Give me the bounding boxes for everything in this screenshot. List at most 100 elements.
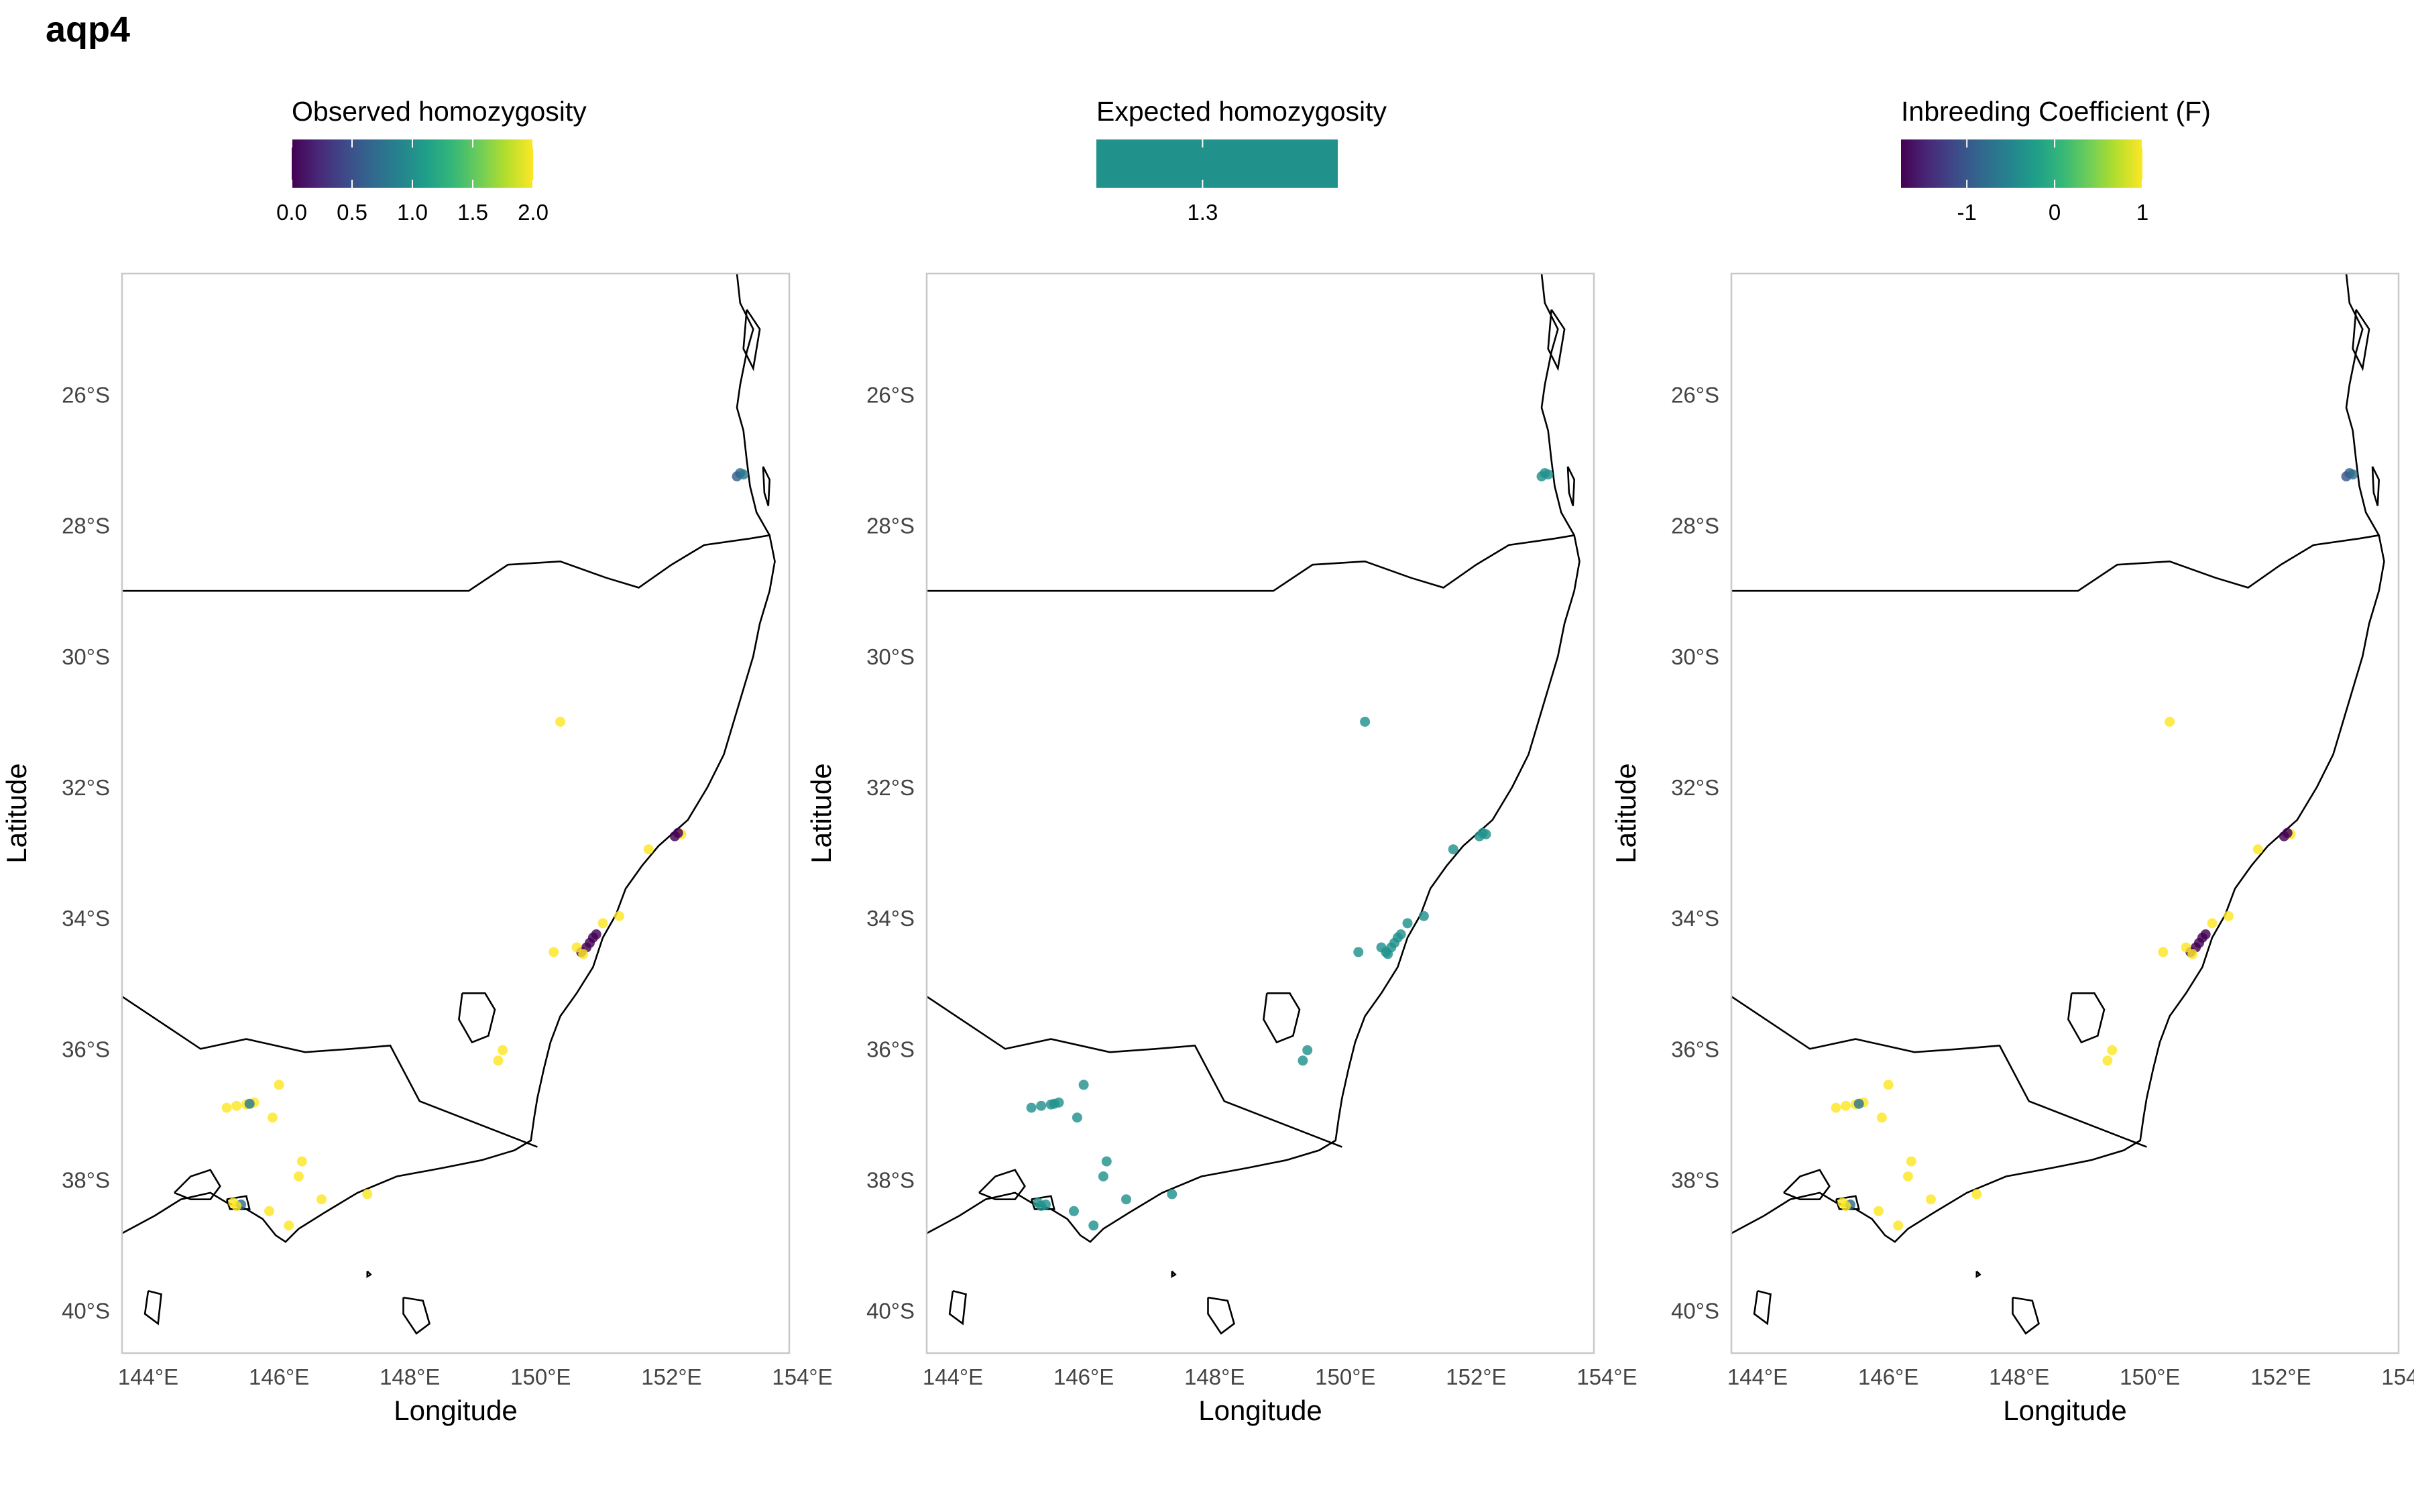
sample-point xyxy=(1971,1189,1982,1200)
sample-point xyxy=(1477,827,1488,838)
sample-point xyxy=(1049,1098,1059,1109)
x-axis-title: Longitude xyxy=(2003,1395,2127,1426)
lon-tick-label: 144°E xyxy=(118,1364,178,1389)
points-expected xyxy=(1026,468,1554,1231)
stradbroke-island xyxy=(1566,466,1576,506)
sample-point xyxy=(1876,1112,1887,1123)
coastline xyxy=(122,274,776,1243)
lat-tick-label: 38°S xyxy=(62,1167,110,1192)
lat-tick-label: 34°S xyxy=(866,906,915,931)
lon-tick-label: 148°E xyxy=(1989,1364,2049,1389)
points-observed xyxy=(221,468,749,1231)
sample-point xyxy=(1883,1080,1894,1090)
sample-point xyxy=(1831,1102,1841,1113)
lat-tick-label: 30°S xyxy=(1671,644,1719,669)
sample-point xyxy=(244,1098,255,1109)
lat-tick-label: 38°S xyxy=(1671,1167,1719,1192)
sample-point xyxy=(1098,1171,1108,1181)
island xyxy=(1171,1271,1177,1279)
westernport-bay xyxy=(1835,1195,1860,1210)
sample-point xyxy=(1376,942,1387,953)
sample-point xyxy=(2207,918,2218,929)
figure-title: aqp4 xyxy=(46,9,130,50)
sample-point xyxy=(2282,827,2293,838)
sample-point xyxy=(738,469,749,480)
lat-tick-label: 34°S xyxy=(62,906,110,931)
legend-tick-label: 0.0 xyxy=(276,200,307,225)
lon-tick-label: 146°E xyxy=(1858,1364,1918,1389)
lon-tick-label: 146°E xyxy=(1053,1364,1114,1389)
sample-point xyxy=(1088,1220,1099,1231)
lon-tick-label: 146°E xyxy=(249,1364,309,1389)
sample-point xyxy=(2223,911,2234,921)
vic-border xyxy=(1731,996,2147,1148)
sample-point xyxy=(555,716,566,727)
coastline xyxy=(1731,274,2385,1243)
sample-point xyxy=(267,1112,278,1123)
sample-point xyxy=(1101,1156,1112,1167)
lon-tick-label: 150°E xyxy=(2120,1364,2180,1389)
sample-point xyxy=(1926,1194,1936,1205)
island xyxy=(2012,1296,2040,1335)
sample-point xyxy=(284,1220,294,1231)
sample-point xyxy=(2181,942,2191,953)
legend-colorbar xyxy=(1901,139,2142,188)
sample-point xyxy=(274,1080,284,1090)
lat-tick-label: 32°S xyxy=(866,775,915,800)
points-inbreeding xyxy=(1831,468,2358,1231)
lat-tick-label: 28°S xyxy=(62,514,110,538)
sample-point xyxy=(1078,1080,1089,1090)
lon-tick-label: 152°E xyxy=(641,1364,701,1389)
sample-point xyxy=(1853,1098,1864,1109)
fraser-island xyxy=(2352,308,2370,371)
port-phillip-bay xyxy=(978,1169,1026,1200)
sample-point xyxy=(2102,1055,2113,1066)
sample-point xyxy=(1302,1045,1313,1055)
sample-point xyxy=(317,1194,327,1205)
lat-tick-label: 40°S xyxy=(62,1299,110,1324)
panel-border xyxy=(1730,272,2400,1354)
lat-tick-label: 28°S xyxy=(866,514,915,538)
y-axis-title: Latitude xyxy=(1,763,32,863)
lon-tick-label: 152°E xyxy=(1446,1364,1506,1389)
panel-border xyxy=(121,272,791,1354)
legend-title: Inbreeding Coefficient (F) xyxy=(1901,96,2211,127)
y-axis-title: Latitude xyxy=(1610,763,1642,863)
fraser-island xyxy=(742,308,761,371)
sample-point xyxy=(578,949,589,959)
sample-point xyxy=(2107,1045,2118,1055)
legend-colorbar xyxy=(1096,139,1338,188)
sample-point xyxy=(643,844,654,855)
lat-tick-label: 38°S xyxy=(866,1167,915,1192)
sample-point xyxy=(673,827,683,838)
sample-point xyxy=(293,1171,304,1181)
legend-tick-label: 1.0 xyxy=(397,200,428,225)
legend-expected: Expected homozygosity 1.3 xyxy=(1096,96,1387,225)
sample-point xyxy=(1841,1201,1851,1211)
lon-tick-label: 150°E xyxy=(510,1364,571,1389)
island xyxy=(1207,1296,1235,1335)
lat-tick-label: 36°S xyxy=(866,1037,915,1061)
map-expected xyxy=(927,274,1580,1335)
sample-point xyxy=(1072,1112,1082,1123)
panels: Observed homozygosity 0.0 0.5 1.0 1.5 2.0 26°S… xyxy=(1,96,2414,1426)
legend-tick-label: 1.3 xyxy=(1187,200,1218,225)
qld-border xyxy=(122,534,770,592)
port-phillip-bay xyxy=(1783,1169,1831,1200)
sample-point xyxy=(1353,947,1364,957)
sample-point xyxy=(221,1102,232,1113)
vic-border xyxy=(122,996,538,1148)
island xyxy=(143,1290,162,1326)
sample-point xyxy=(1360,716,1371,727)
act-border xyxy=(1263,992,1301,1044)
lat-tick-label: 40°S xyxy=(866,1299,915,1324)
panel-border xyxy=(925,272,1595,1354)
panel-observed: Observed homozygosity 0.0 0.5 1.0 1.5 2.0 26°S… xyxy=(1,96,833,1426)
sample-point xyxy=(1036,1201,1047,1211)
qld-border xyxy=(927,534,1574,592)
legend-title: Observed homozygosity xyxy=(292,96,587,127)
map-inbreeding xyxy=(1731,274,2385,1335)
qld-border xyxy=(1731,534,2379,592)
sample-point xyxy=(296,1156,307,1167)
